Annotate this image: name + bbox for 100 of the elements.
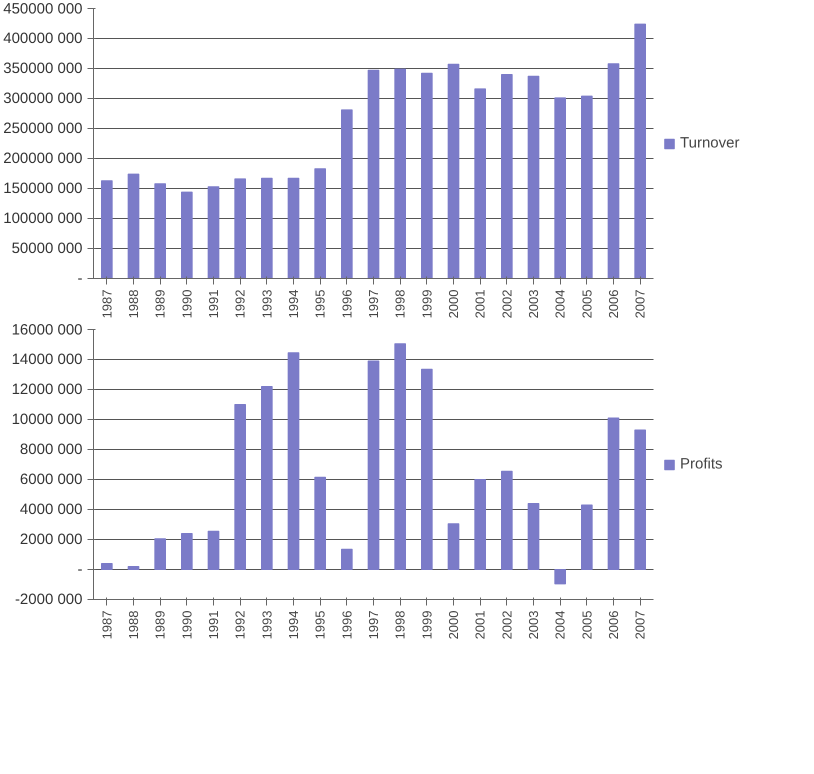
y-tick-label: 6000 000 <box>20 471 83 488</box>
bar <box>528 503 540 570</box>
x-tick-label: 1995 <box>312 610 328 640</box>
x-tick-label: 2006 <box>606 290 621 318</box>
x-tick-label: 1991 <box>206 610 221 640</box>
y-tick-label: 12000 000 <box>12 381 82 398</box>
bar <box>554 97 566 278</box>
bar <box>448 64 460 278</box>
x-tick-label: 1991 <box>206 290 221 318</box>
bar <box>181 192 193 278</box>
x-tick-label: 1993 <box>259 610 274 640</box>
bar <box>208 186 220 278</box>
y-tick-label: 14000 000 <box>12 351 82 368</box>
bar <box>341 548 353 570</box>
x-tick-label: 1987 <box>99 610 114 640</box>
y-tick-label: 200000 000 <box>3 150 82 167</box>
x-tick-label: 2004 <box>552 290 568 318</box>
x-tick-label: 1990 <box>179 290 194 318</box>
x-tick-label: 2004 <box>552 610 568 640</box>
x-tick-label: 1988 <box>126 290 141 318</box>
y-tick-label: 16000 000 <box>12 322 82 338</box>
x-tick-label: 1989 <box>152 610 168 640</box>
bar <box>528 76 540 278</box>
x-tick-label: 1995 <box>312 290 328 318</box>
y-tick-label: 450000 000 <box>3 0 82 18</box>
x-tick-label: 1999 <box>419 290 434 318</box>
x-tick-label: 2000 <box>446 610 461 640</box>
bar <box>421 72 433 278</box>
bar <box>208 530 220 570</box>
bar <box>368 70 380 278</box>
y-tick-label: 4000 000 <box>20 501 83 518</box>
x-tick-label: 2003 <box>526 290 541 318</box>
bar <box>234 404 246 570</box>
x-tick-label: 1988 <box>126 610 141 640</box>
y-tick-label: 8000 000 <box>20 441 83 458</box>
x-tick-label: 2000 <box>446 290 461 318</box>
bar <box>474 88 486 278</box>
bar <box>288 178 300 278</box>
x-tick-label: 2001 <box>472 290 488 318</box>
bar <box>181 533 193 570</box>
bar <box>581 504 593 570</box>
x-tick-label: 1999 <box>419 610 434 640</box>
bar <box>608 418 620 570</box>
legend-label: Turnover <box>680 134 740 152</box>
bar <box>261 178 273 278</box>
bar <box>554 569 566 584</box>
bar <box>394 343 406 570</box>
x-tick-label: 2006 <box>606 610 621 640</box>
bar <box>634 24 646 278</box>
y-tick-label: 250000 000 <box>3 120 82 137</box>
x-tick-label: 1987 <box>99 290 114 318</box>
bar <box>368 360 380 570</box>
y-tick-label: 100000 000 <box>3 210 82 227</box>
x-tick-label: 1998 <box>392 290 408 318</box>
y-tick-label: - <box>78 561 83 578</box>
x-tick-label: 2003 <box>526 610 541 640</box>
x-tick-label: 2002 <box>499 290 514 318</box>
bar <box>128 566 140 570</box>
y-tick-label: 50000 000 <box>12 240 82 257</box>
x-tick-label: 1989 <box>152 290 168 318</box>
bar <box>154 183 166 278</box>
y-tick-label: 2000 000 <box>20 531 83 548</box>
bar <box>501 470 513 570</box>
bar <box>314 168 326 278</box>
x-tick-label: 2005 <box>579 290 594 318</box>
bar <box>421 368 433 570</box>
x-tick-label: 1993 <box>259 290 274 318</box>
bar <box>341 109 353 278</box>
bar <box>261 386 273 570</box>
y-tick-label: 350000 000 <box>3 60 82 77</box>
x-tick-label: 2002 <box>499 610 514 640</box>
y-tick-label: 10000 000 <box>12 411 82 428</box>
bar <box>314 476 326 570</box>
bar <box>634 430 646 570</box>
bar <box>101 180 113 278</box>
bar <box>234 178 246 278</box>
legend-label: Profits <box>680 456 723 472</box>
bar <box>128 174 140 278</box>
bar <box>288 352 300 570</box>
bar <box>581 96 593 278</box>
x-tick-label: 1998 <box>392 610 408 640</box>
y-tick-label: 300000 000 <box>3 90 82 107</box>
x-tick-label: 2007 <box>632 290 648 318</box>
bar <box>448 523 460 570</box>
x-tick-label: 1992 <box>232 290 248 318</box>
x-tick-label: 1997 <box>366 290 381 318</box>
x-tick-label: 1996 <box>339 290 354 318</box>
bar <box>394 68 406 278</box>
y-tick-label: - <box>78 270 83 287</box>
y-tick-label: -2000 000 <box>14 591 83 608</box>
bar <box>154 538 166 570</box>
y-tick-label: 400000 000 <box>3 30 82 47</box>
y-tick-label: 150000 000 <box>3 180 82 197</box>
bar <box>501 74 513 278</box>
x-tick-label: 2001 <box>472 610 488 640</box>
x-tick-label: 2007 <box>632 610 648 640</box>
x-tick-label: 2005 <box>579 610 594 640</box>
x-tick-label: 1994 <box>286 290 301 318</box>
bar <box>101 563 113 570</box>
x-tick-label: 1996 <box>339 610 354 640</box>
